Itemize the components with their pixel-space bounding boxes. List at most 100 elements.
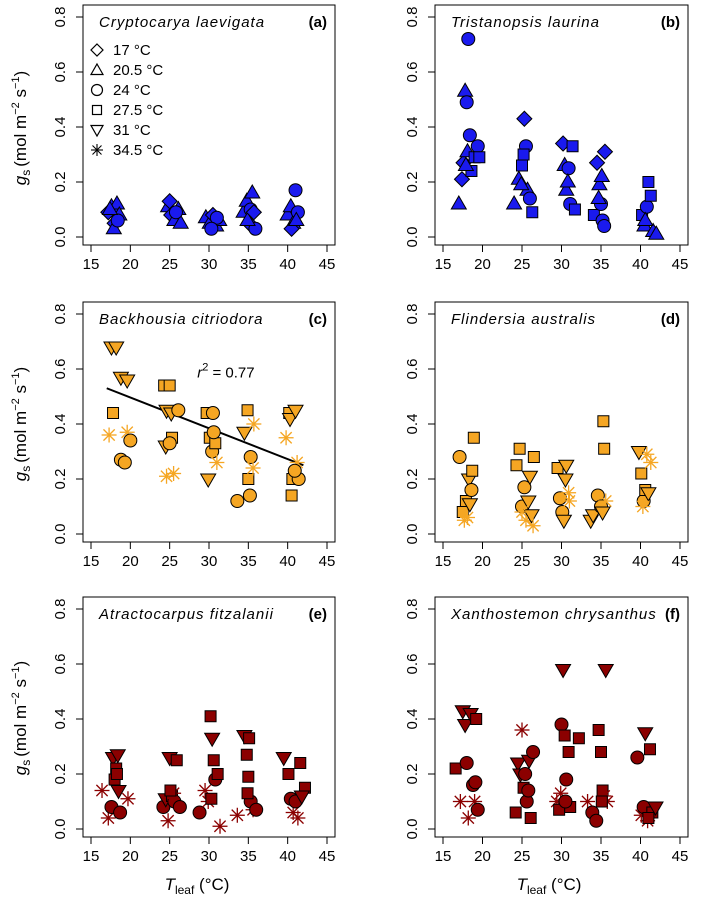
x-tick-label: 40 (632, 256, 649, 273)
data-point-square (207, 754, 220, 767)
data-point-circle (162, 436, 177, 451)
data-point-circle (522, 191, 537, 206)
y-title-sub: s (19, 170, 33, 176)
data-point-circle (468, 775, 483, 790)
data-point-triangle-up (636, 211, 654, 226)
x-tick-label: 40 (279, 848, 296, 865)
data-point-asterisk (643, 455, 659, 470)
y-title-exp1: −2 (10, 398, 22, 411)
panel-c: 15 20 25 30 35 40 45 0.0 0.2 0.4 0.6 0.8 Backhousia … (52, 301, 336, 570)
asterisk-stroke (291, 811, 304, 825)
x-tick-label: 35 (593, 256, 610, 273)
y-title-exp2: −1 (10, 76, 22, 89)
data-point-triangle-down (509, 757, 527, 773)
data-point-asterisk (101, 427, 117, 443)
asterisk-stroke (210, 456, 223, 469)
data-point-square (642, 812, 655, 824)
data-point-circle (205, 406, 220, 420)
legend-marker-circle (90, 83, 104, 97)
asterisk-stroke (640, 448, 653, 461)
x-tick-label: 35 (593, 848, 610, 865)
data-point-triangle-down (281, 413, 299, 428)
x-tick-label: 40 (279, 553, 296, 570)
data-points (452, 415, 659, 534)
y-axis-title-row-1: gs(mol m−2 s−1) (10, 71, 33, 185)
y-axis-title-row-2: gs(mol m−2 s−1) (10, 367, 33, 481)
data-point-triangle-down (521, 470, 539, 486)
y-tick-label: 0.8 (404, 7, 421, 28)
data-point-circle (113, 805, 128, 820)
data-point-triangle-down (275, 752, 293, 767)
x-axis: 15 20 25 30 35 40 45 (435, 542, 689, 570)
y-title-g: g (11, 471, 30, 481)
data-point-square (209, 437, 222, 450)
data-point-triangle-up (590, 189, 607, 204)
data-point-circle (559, 772, 574, 787)
data-point-triangle-up (591, 175, 608, 191)
x-tick-label: 25 (161, 553, 178, 570)
data-point-triangle-up (593, 167, 611, 182)
data-point-triangle-down (640, 487, 657, 502)
y-title-g: g (11, 765, 30, 775)
data-point-asterisk (639, 446, 655, 462)
y-tick-label: 0.6 (404, 359, 421, 380)
data-point-circle (462, 128, 477, 143)
data-point-circle (517, 480, 532, 495)
y-axis: 0.0 0.2 0.4 0.6 0.8 (404, 304, 435, 544)
data-point-circle (554, 717, 569, 732)
data-point-square (524, 812, 537, 824)
x-tick-label: 20 (474, 848, 491, 865)
data-point-square (635, 467, 648, 480)
panel-e: 15 20 25 30 35 40 45 0.0 0.2 0.4 0.6 0.8 Atractocarp… (52, 596, 336, 865)
asterisk-stroke (231, 809, 244, 822)
x-axis: 15 20 25 30 35 40 45 (83, 245, 335, 273)
y-tick-label: 0.2 (404, 764, 421, 785)
x-tick-label: 35 (240, 848, 257, 865)
x-title-t: T (517, 875, 529, 894)
legend-label: 17 °C (113, 42, 151, 59)
y-axis: 0.0 0.2 0.4 0.6 0.8 (52, 7, 83, 248)
data-point-triangle-down (461, 498, 479, 513)
asterisk-stroke (554, 787, 567, 800)
legend-label: 27.5 °C (113, 102, 163, 119)
data-point-triangle-down (557, 473, 574, 489)
r-symbol: r (197, 364, 203, 381)
x-tick-label: 45 (672, 553, 689, 570)
data-point-circle (558, 794, 573, 809)
data-point-square (562, 746, 575, 758)
data-points (449, 664, 664, 829)
data-point-square (526, 206, 539, 219)
y-tick-label: 0.2 (404, 469, 421, 490)
x-tick-label: 30 (553, 553, 570, 570)
data-point-circle (230, 494, 245, 508)
y-tick-label: 0.8 (52, 7, 69, 28)
panel-title: Backhousia citriodora (99, 311, 263, 328)
data-point-asterisk (278, 430, 294, 446)
x-tick-label: 40 (632, 553, 649, 570)
data-point-circle (521, 783, 536, 798)
data-point-square (572, 732, 585, 745)
y-title-mid: s (11, 385, 30, 398)
y-title-sub: s (19, 466, 33, 472)
panel-tag: (d) (661, 311, 680, 328)
y-tick-label: 0.4 (404, 117, 421, 138)
legend-marker-triangle-down (89, 124, 105, 138)
y-axis: 0.0 0.2 0.4 0.6 0.8 (404, 7, 435, 247)
asterisk-stroke (92, 145, 102, 155)
data-point-triangle-up (239, 211, 256, 226)
x-axis: 15 20 25 30 35 40 45 (83, 542, 335, 570)
data-point-triangle-down (109, 749, 127, 764)
data-point-square (597, 415, 610, 428)
panel-title: Xanthostemon chrysanthus (450, 606, 657, 623)
data-point-circle (597, 219, 612, 233)
y-tick-label: 0.0 (404, 819, 421, 840)
panel-f: 15 20 25 30 35 40 45 0.0 0.2 0.4 0.6 0.8 Xanthostemo… (404, 596, 689, 865)
data-point-square (595, 795, 608, 808)
y-tick-label: 0.0 (52, 227, 69, 248)
y-title-exp2: −1 (10, 666, 22, 679)
data-point-triangle-down (555, 514, 573, 530)
asterisk-stroke (581, 795, 594, 808)
data-point-asterisk (290, 810, 306, 826)
y-tick-label: 0.4 (52, 117, 69, 138)
data-point-circle (172, 800, 187, 814)
